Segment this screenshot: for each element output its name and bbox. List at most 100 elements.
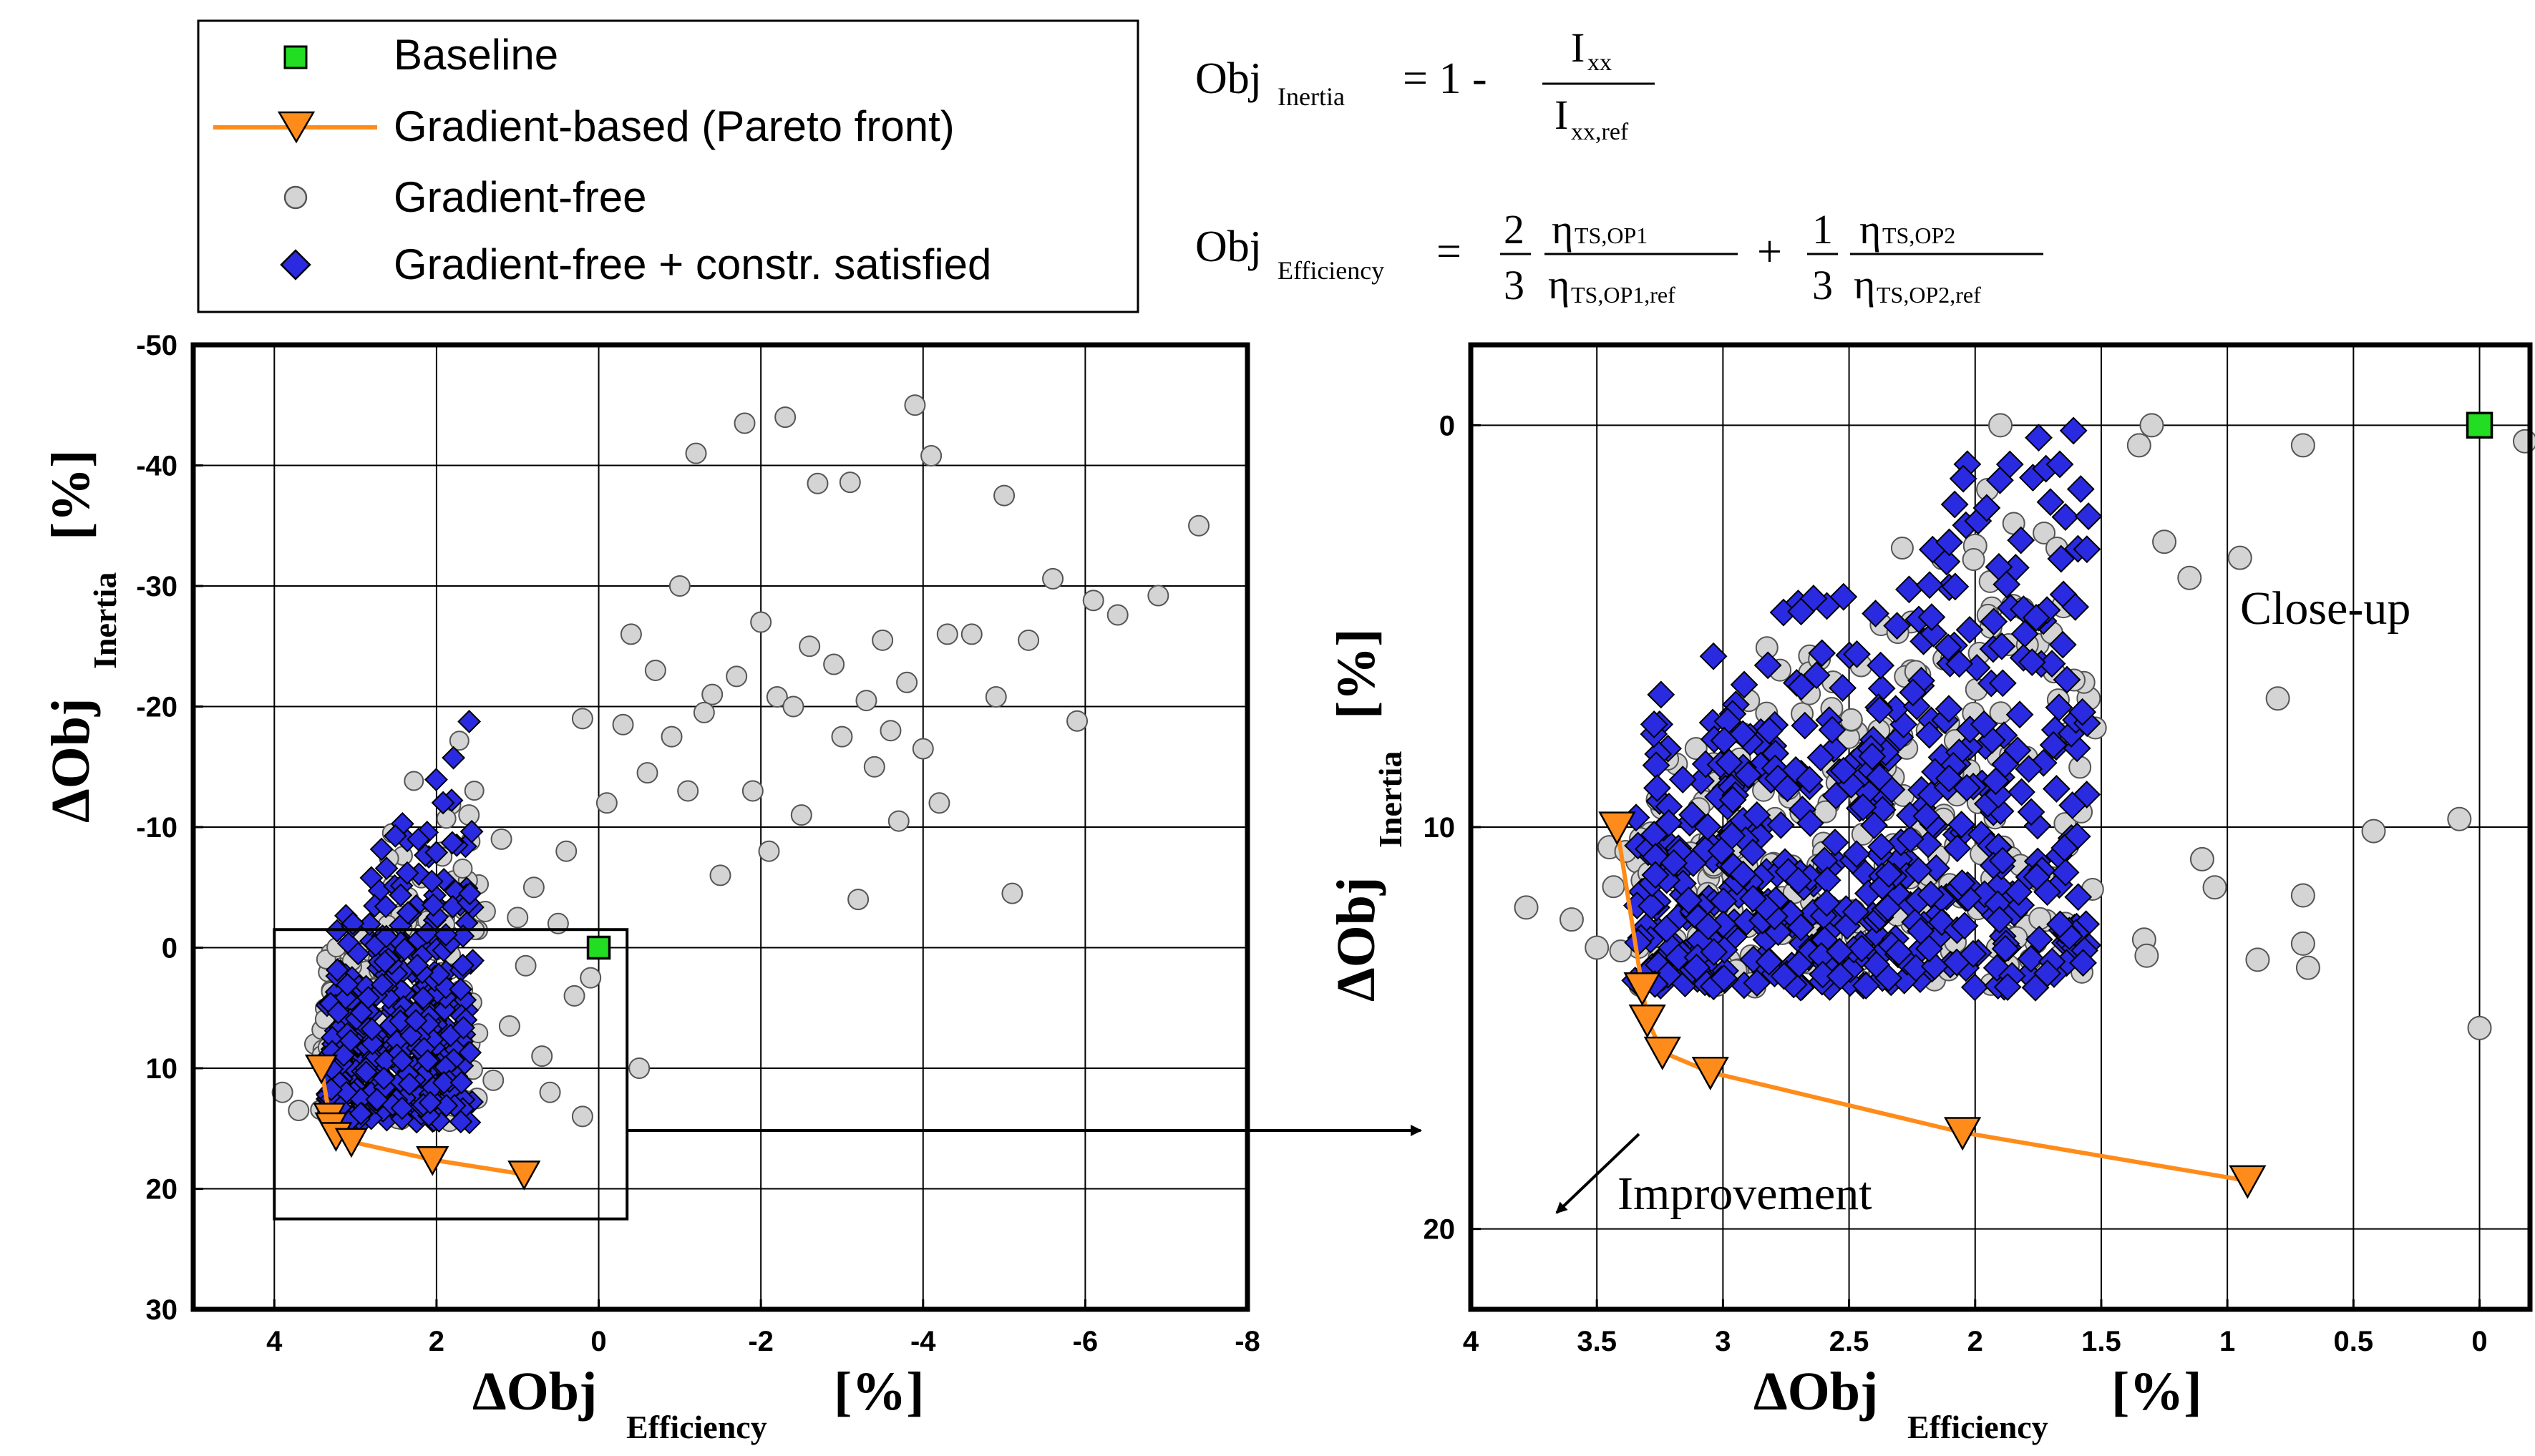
closeup-ytick-label: 10 <box>1424 812 1456 844</box>
overview-gradient-free-point <box>563 984 585 1007</box>
overview-gradient-free-point <box>595 792 618 814</box>
overview-gradient-free-point <box>709 864 731 886</box>
closeup-constr-point <box>1907 917 1935 945</box>
closeup-gradient-free-point <box>1559 907 1584 932</box>
overview-gradient-free-point <box>1066 710 1089 732</box>
formula-c2-num: 1 <box>1812 206 1833 253</box>
closeup-ytick-label: 20 <box>1424 1214 1456 1246</box>
closeup-xlabel-main: ΔObj <box>1753 1362 1878 1422</box>
closeup-constr-point <box>1935 528 1963 557</box>
closeup-xlabel-unit: [%] <box>2111 1362 2202 1422</box>
overview-gradient-free-point <box>452 858 473 879</box>
closeup-constr-point <box>1896 825 1925 854</box>
closeup-constr-point <box>1753 651 1782 680</box>
closeup-constr-point <box>1738 839 1767 866</box>
closeup-constr-point <box>1743 801 1771 829</box>
closeup-constr-point <box>2050 834 2079 862</box>
legend-pareto-label: Gradient-based (Pareto front) <box>394 102 955 150</box>
overview-gradient-free-point <box>863 756 885 778</box>
formula-efficiency-lhs: Obj <box>1195 223 1262 271</box>
closeup-constr-point <box>1991 934 2020 963</box>
chart-closeup: 4 3.5 3 2.5 2 1.5 1 0.5 0 0 10 20 Close-up Improvem… <box>1326 342 2535 1445</box>
overview-constr-point <box>431 791 455 815</box>
closeup-pareto-point <box>1623 972 1661 1007</box>
overview-constr-point <box>365 1088 389 1112</box>
overview-gradient-free-point <box>741 780 764 802</box>
closeup-constr-point <box>1829 674 1857 703</box>
closeup-xtick-label: 0.5 <box>2334 1326 2374 1357</box>
overview-gradient-free-point <box>677 780 699 802</box>
closeup-gradient-free-point <box>1585 935 1610 960</box>
overview-xtick-label: 0 <box>590 1326 606 1357</box>
closeup-constr-point <box>1842 840 1871 869</box>
overview-constr-point <box>459 819 484 844</box>
overview-ytick-label: -30 <box>136 571 177 602</box>
closeup-constr-point <box>1922 854 1950 882</box>
overview-ylabel-unit: [%] <box>41 449 101 540</box>
overview-constr-point <box>449 1070 474 1095</box>
closeup-gradient-free-point <box>1684 737 1708 761</box>
closeup-xtick-label: 2.5 <box>1829 1326 1869 1357</box>
closeup-constr-point <box>1993 973 2022 1001</box>
closeup-constr-point <box>1860 811 1888 839</box>
closeup-pareto <box>1598 811 2267 1199</box>
overview-constr-point <box>361 1032 384 1055</box>
overview-constr-point <box>346 942 370 966</box>
overview-gradient-free-point <box>498 1015 520 1037</box>
closeup-constr-point <box>1766 811 1795 839</box>
closeup-xtick-label: 3 <box>1715 1326 1731 1357</box>
overview-xtick-label: -6 <box>1073 1326 1099 1357</box>
closeup-constr-point <box>1874 964 1903 992</box>
formula-t1-den-sub: TS,OP1,ref <box>1571 282 1675 308</box>
formula-inertia: Obj Inertia = 1 - I xx I xx,ref <box>1195 24 1655 145</box>
overview-gradient-free-point <box>628 1057 651 1079</box>
overview-gradient-free-point <box>693 701 715 723</box>
closeup-constr-point <box>2053 665 2081 694</box>
closeup-constr-point <box>1915 720 1944 749</box>
overview-pareto-point <box>304 1054 339 1085</box>
closeup-constr-point <box>1940 490 1969 519</box>
closeup-constr-point <box>1643 773 1671 802</box>
closeup-constr-point <box>1959 939 1987 968</box>
formula-c2-den: 3 <box>1812 262 1833 308</box>
overview-gradient-free-point <box>436 808 457 829</box>
closeup-gradient-free-point <box>1609 939 1633 963</box>
overview-ytick-label: 10 <box>146 1053 178 1085</box>
closeup-constr-point <box>2036 488 2065 517</box>
overview-gradient-free-point <box>912 738 934 760</box>
closeup-constr-point <box>1934 633 1962 662</box>
formula-t2-den-sub: TS,OP2,ref <box>1877 282 1981 308</box>
closeup-xlabel-sub: Efficiency <box>1907 1409 2048 1445</box>
closeup-constr-point <box>1786 913 1815 942</box>
closeup-constr-point <box>1730 670 1758 699</box>
closeup-constr-point <box>2033 959 2062 987</box>
overview-gradient-free-point <box>531 1045 553 1067</box>
formula-efficiency-eq: = <box>1436 228 1461 276</box>
closeup-pareto-point <box>1598 811 1636 846</box>
overview-constr-point <box>397 1072 422 1096</box>
formula-inertia-den: I <box>1554 92 1568 138</box>
closeup-gradient-free-point <box>2295 955 2320 980</box>
closeup-constr-point <box>1952 773 1981 802</box>
closeup-constr-point <box>1970 710 1998 738</box>
overview-gradient-free-point <box>571 708 593 730</box>
closeup-pareto-point <box>1628 1004 1666 1038</box>
closeup-constr-point <box>2017 944 2045 973</box>
closeup-gradient-free-point <box>2447 806 2472 831</box>
overview-gradient-free-point <box>766 686 788 708</box>
overview-constr-point <box>412 986 435 1010</box>
closeup-constr-point <box>1867 833 1895 861</box>
overview-ytick-label: -10 <box>136 812 177 844</box>
formula-t1-num-sub: TS,OP1 <box>1575 223 1648 248</box>
closeup-constr-point <box>1734 761 1763 789</box>
overview-gradient-free-point <box>636 762 658 784</box>
overview-constr-point <box>326 1000 351 1025</box>
closeup-annotation: Close-up <box>2240 582 2410 635</box>
closeup-gradient-free-point <box>1602 875 1625 899</box>
closeup-xtick-label: 2 <box>1967 1326 1983 1357</box>
closeup-pareto-point <box>2229 1165 2267 1199</box>
closeup-constr-point <box>1988 846 2017 875</box>
overview-constr-point <box>421 893 445 917</box>
overview-gradient-free-point <box>928 792 950 814</box>
closeup-gradient-free-point <box>2134 943 2159 968</box>
